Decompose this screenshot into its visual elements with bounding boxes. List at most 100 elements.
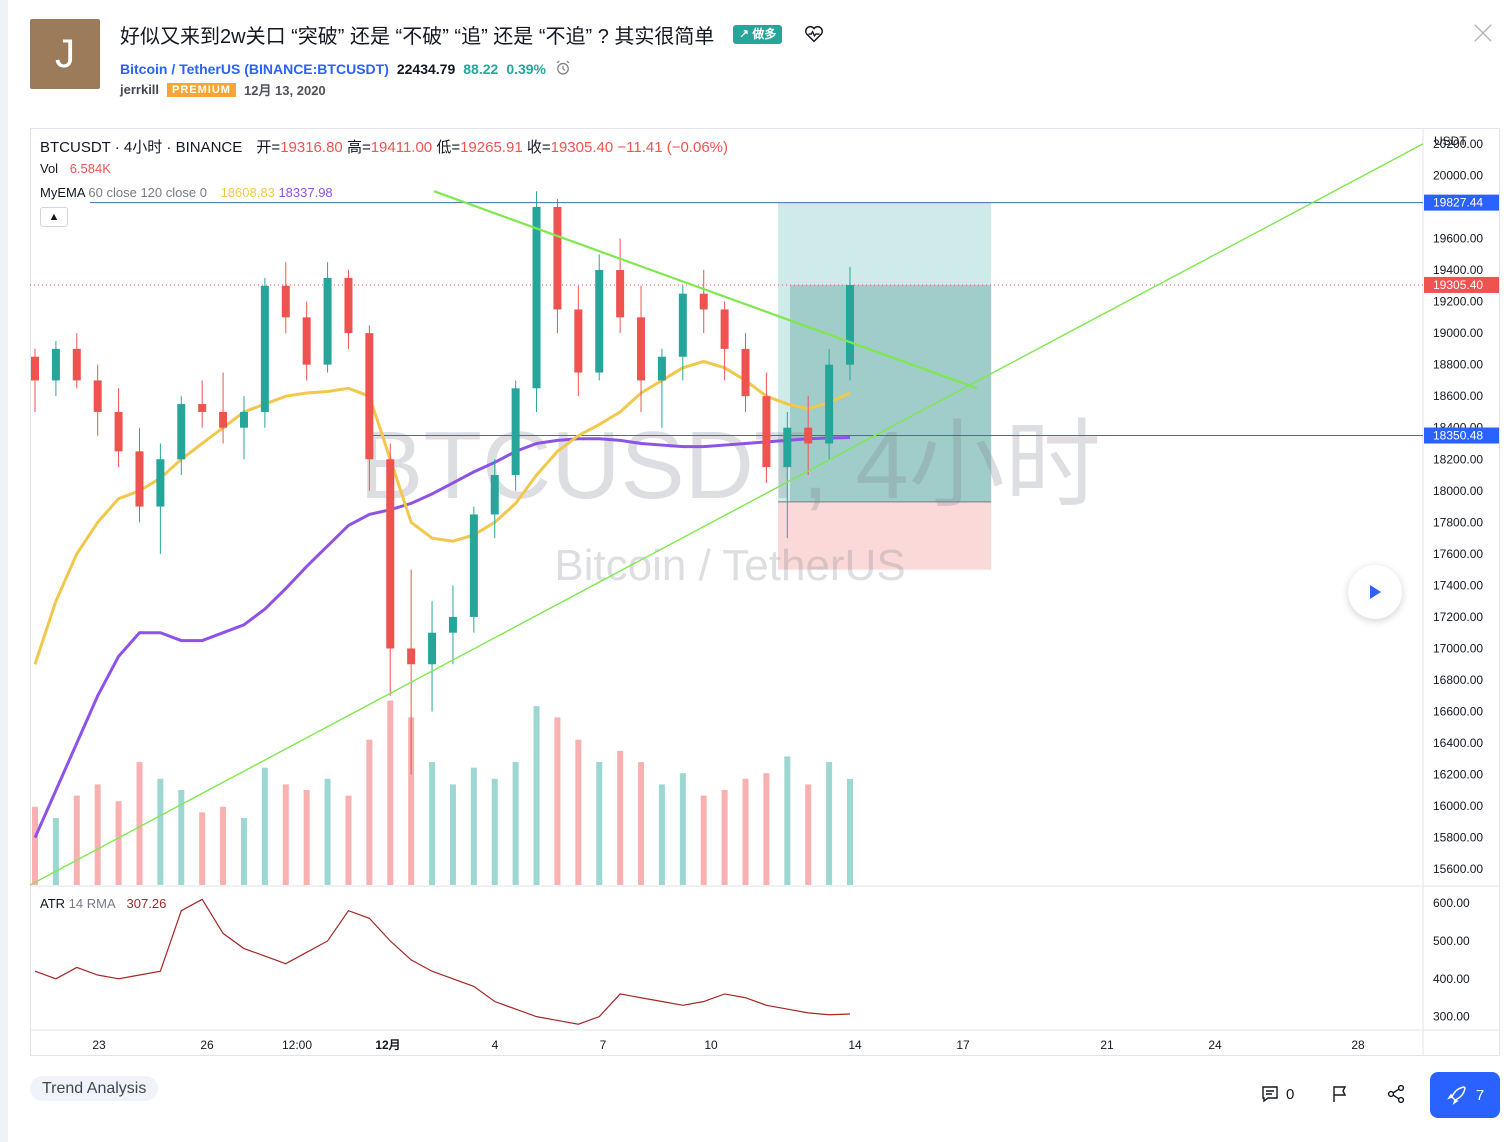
trendline-descending — [433, 190, 978, 390]
author-name[interactable]: jerrkill — [120, 82, 160, 97]
long-position-target-zone — [778, 202, 992, 502]
time-tick-label: 12:00 — [282, 1038, 312, 1052]
candle-body — [260, 285, 269, 412]
price-tick-label: 17800.00 — [1433, 515, 1483, 529]
collapse-legend-button[interactable]: ▲ — [40, 207, 68, 227]
boost-button[interactable]: 7 — [1430, 1072, 1500, 1118]
atr-tick-label: 600.00 — [1433, 896, 1470, 910]
volume-bar — [282, 784, 289, 885]
volume-bar — [575, 739, 582, 885]
price-tick-label: 19400.00 — [1433, 263, 1483, 277]
candle-body — [678, 293, 687, 357]
heart-pulse-icon[interactable] — [803, 23, 825, 45]
price-tick-label: 16200.00 — [1433, 768, 1483, 782]
comment-icon — [1262, 1086, 1278, 1103]
background-page-edge — [0, 0, 8, 1142]
candle-body — [51, 348, 60, 381]
volume-bar — [784, 756, 791, 885]
atr-tick-label: 300.00 — [1433, 1010, 1470, 1024]
volume-bar — [136, 762, 143, 885]
volume-bar — [178, 790, 185, 885]
candle-body — [323, 277, 332, 365]
candle-body — [637, 317, 646, 381]
volume-bar — [345, 795, 352, 885]
ema-legend: MyEMA 60 close 120 close 0 18608.83 1833… — [40, 185, 333, 200]
flag-button[interactable] — [1330, 1080, 1350, 1108]
volume-bar — [742, 778, 749, 885]
atr-line — [34, 898, 851, 1025]
price-tick-label: 17200.00 — [1433, 610, 1483, 624]
trend-analysis-tag[interactable]: Trend Analysis — [30, 1076, 159, 1101]
price-tick-label: 17000.00 — [1433, 641, 1483, 655]
share-button[interactable] — [1386, 1080, 1406, 1108]
candle-body — [720, 309, 729, 349]
candle-body — [699, 293, 708, 310]
play-button[interactable] — [1348, 565, 1402, 619]
share-icon — [1387, 1084, 1405, 1104]
candle-body — [657, 356, 666, 381]
candle-body — [511, 388, 520, 476]
price-tick-label: 17400.00 — [1433, 578, 1483, 592]
watermark-symbol: BTCUSDT, 4小时 — [359, 412, 1100, 519]
candle-body — [177, 404, 186, 460]
candle-body — [135, 451, 144, 507]
long-position-open-zone — [790, 284, 992, 502]
volume-bar — [805, 784, 812, 885]
ema120-line — [33, 435, 851, 839]
volume-bar — [638, 762, 645, 885]
candle-body — [239, 411, 248, 428]
symbol-name-link[interactable]: Bitcoin / TetherUS (BINANCE:BTCUSDT) — [120, 61, 389, 77]
comments-button[interactable]: 0 — [1260, 1080, 1294, 1108]
volume-bar — [366, 739, 373, 885]
time-tick-label: 10 — [704, 1038, 718, 1052]
time-tick-label: 7 — [600, 1038, 607, 1052]
candle-body — [302, 317, 311, 365]
alarm-clock-icon[interactable] — [554, 59, 572, 77]
volume-bar — [303, 790, 310, 885]
volume-bar — [52, 817, 59, 885]
candle-body — [281, 285, 290, 318]
volume-bar — [658, 784, 665, 885]
volume-bar — [324, 778, 331, 885]
volume-bar — [387, 700, 394, 885]
volume-bar — [721, 790, 728, 885]
price-tick-label: 15600.00 — [1433, 862, 1483, 876]
candle-body — [846, 285, 854, 365]
price-tick-label: 16400.00 — [1433, 736, 1483, 750]
time-tick-label: 24 — [1208, 1038, 1222, 1052]
currency-label: USDT — [1434, 134, 1467, 148]
volume-bar — [32, 806, 38, 885]
time-tick-label: 17 — [956, 1038, 970, 1052]
candle-body — [344, 277, 353, 334]
candle-body — [553, 206, 562, 310]
candle-body — [448, 616, 457, 633]
chart-frame[interactable] — [30, 128, 1500, 1056]
upper-price-label-bg — [1424, 194, 1499, 211]
close-icon[interactable] — [1472, 22, 1494, 44]
premium-badge: PREMIUM — [167, 82, 236, 97]
author-avatar[interactable]: J — [30, 19, 100, 89]
candle-body — [595, 270, 604, 373]
price-chart[interactable]: 15600.00 15800.00 16000.00 16200.00 16400.00… — [30, 128, 1500, 1056]
candle-body — [114, 411, 123, 452]
last-price-label: 19305.40 — [1433, 278, 1483, 292]
volume-bar — [596, 762, 603, 885]
volume-bar — [763, 773, 770, 885]
candle-body — [93, 380, 102, 412]
candle-body — [72, 348, 81, 381]
volume-bar — [157, 778, 164, 885]
candle-body — [428, 632, 437, 665]
candle-body — [490, 475, 499, 515]
time-tick-label: 23 — [92, 1038, 106, 1052]
last-price-label-bg — [1424, 276, 1499, 293]
candle-body — [825, 364, 834, 444]
volume-bar — [220, 806, 227, 885]
candle-body — [365, 333, 374, 460]
atr-legend: ATR 14 RMA 307.26 — [40, 896, 167, 911]
ema60-line — [33, 359, 851, 665]
time-tick-label: 28 — [1351, 1038, 1365, 1052]
volume-bar — [554, 717, 561, 885]
upper-price-label: 19827.44 — [1433, 196, 1483, 210]
volume-bar — [73, 795, 80, 885]
symbol-change-pct: 0.39% — [506, 61, 547, 77]
